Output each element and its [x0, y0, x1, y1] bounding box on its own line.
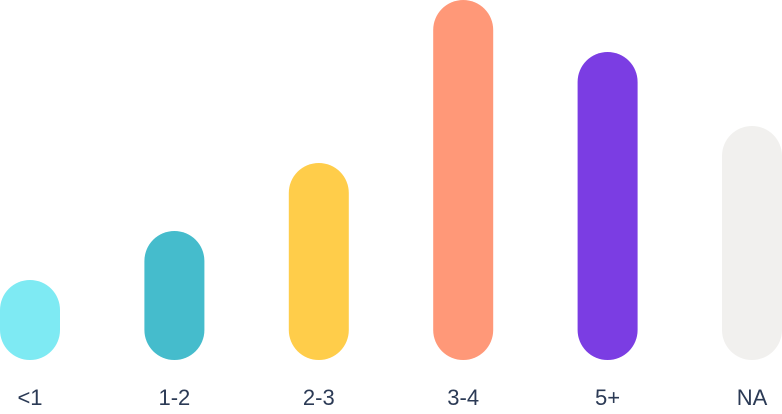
x-tick-label: 2-3 [303, 385, 335, 410]
bar [722, 126, 782, 360]
bar [288, 163, 349, 360]
x-tick-label: NA [737, 385, 768, 410]
x-tick-label: 1-2 [159, 385, 191, 410]
bar [0, 280, 60, 360]
x-tick-label: 3-4 [447, 385, 479, 410]
bar [433, 0, 494, 360]
x-tick-label: <1 [17, 385, 42, 410]
x-tick-label: 5+ [595, 385, 620, 410]
bar [144, 231, 205, 360]
bar [577, 52, 638, 360]
